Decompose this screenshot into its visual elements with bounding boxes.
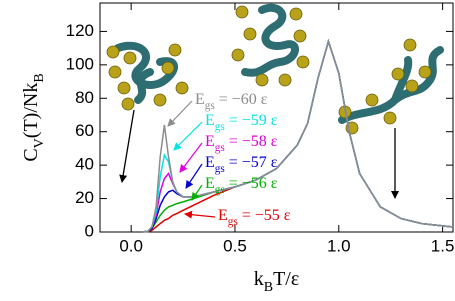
series-label-part: = −58 ε — [225, 133, 278, 150]
series-label-part: gs — [215, 121, 225, 133]
series-label-part: E — [205, 154, 215, 171]
x-axis-label-part: T/ε — [273, 268, 299, 290]
series-label: Egs = −59 ε — [205, 112, 278, 133]
y-axis-label-part: C — [20, 148, 42, 161]
series-label-part: E — [205, 133, 215, 150]
y-axis-label-part: B — [32, 73, 47, 82]
x-tick-label: 0.5 — [223, 236, 247, 255]
label-arrow — [179, 142, 203, 173]
y-tick-label: 120 — [66, 21, 94, 40]
series-label-part: = −60 ε — [215, 91, 268, 108]
series-label: Egs = −56 ε — [205, 175, 278, 196]
series-label-part: = −56 ε — [225, 175, 278, 192]
series-label: Egs = −57 ε — [205, 154, 278, 175]
label-arrow — [184, 210, 216, 219]
series-label-part: gs — [215, 184, 225, 196]
series-label-part: E — [205, 112, 215, 129]
polymer-illustration — [106, 4, 444, 135]
y-axis-label-part: V — [32, 138, 47, 148]
series-label-part: E — [205, 175, 215, 192]
y-tick-label: 40 — [75, 155, 94, 174]
y-axis-label-part: (T)/Nk — [20, 83, 42, 139]
plot-frame — [99, 2, 454, 233]
series-line — [141, 38, 454, 233]
x-axis-label: kBT/ε — [254, 268, 300, 295]
series-label-part: E — [195, 91, 205, 108]
label-arrow — [191, 184, 203, 201]
y-tick-label: 80 — [75, 88, 94, 107]
label-arrow — [173, 121, 203, 151]
series-label-part: gs — [205, 100, 215, 112]
series-label-part: = −57 ε — [225, 154, 278, 171]
x-tick-label: 1.0 — [327, 236, 351, 255]
x-tick-label: 0.0 — [119, 236, 143, 255]
label-arrow — [185, 163, 203, 189]
series-label-part: gs — [215, 163, 225, 175]
series-label-part: = −59 ε — [225, 112, 278, 129]
y-axis-label: CV(T)/NkB — [20, 73, 47, 161]
series-label-part: = −55 ε — [238, 207, 291, 224]
y-tick-label: 100 — [66, 54, 94, 73]
y-tick-label: 0 — [85, 221, 94, 240]
series-label: Egs = −60 ε — [195, 91, 268, 112]
y-tick-label: 60 — [75, 121, 94, 140]
x-tick-label: 1.5 — [431, 236, 455, 255]
arrows — [119, 109, 399, 199]
series-label-part: gs — [228, 216, 238, 228]
x-axis-label-part: B — [264, 280, 273, 295]
series-label: Egs = −55 ε — [218, 207, 291, 228]
y-tick-label: 20 — [75, 188, 94, 207]
series-label-part: E — [218, 207, 228, 224]
x-axis-label-part: k — [254, 268, 264, 290]
series-label-part: gs — [215, 142, 225, 154]
series-label: Egs = −58 ε — [205, 133, 278, 154]
label-arrow — [167, 100, 193, 127]
